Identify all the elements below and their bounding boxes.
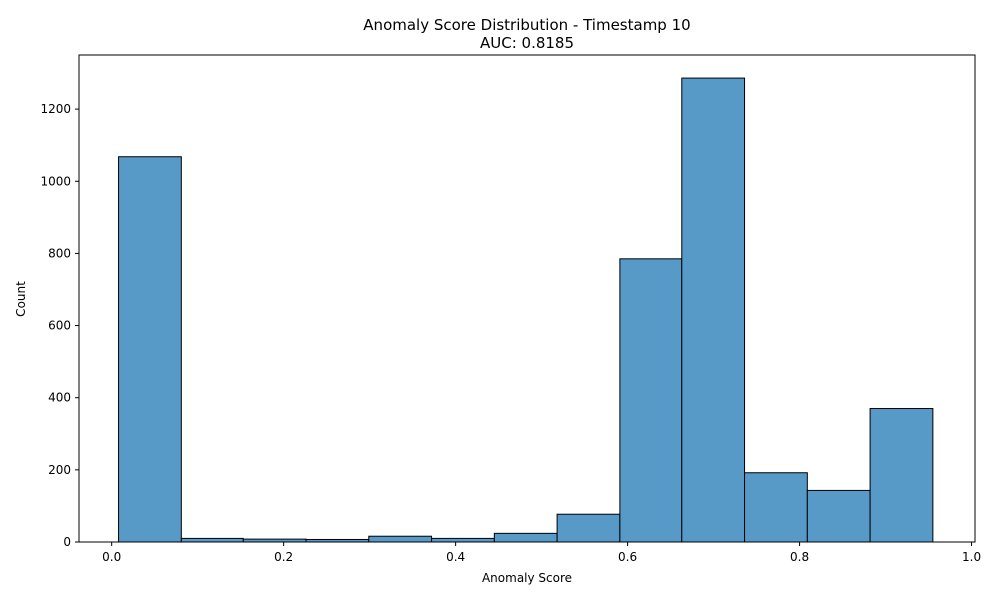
chart-subtitle: AUC: 0.8185 bbox=[480, 34, 574, 52]
x-axis-ticks: 0.0 0.2 0.4 0.6 0.8 1.0 bbox=[102, 542, 981, 564]
y-tick-label: 200 bbox=[48, 463, 71, 477]
y-tick-label: 800 bbox=[48, 246, 71, 260]
histogram-bar bbox=[869, 408, 934, 543]
histogram-bar bbox=[368, 535, 433, 543]
x-tick-label: 0.0 bbox=[102, 550, 121, 564]
y-axis-label: Count bbox=[14, 281, 28, 317]
x-tick-label: 0.4 bbox=[446, 550, 465, 564]
histogram-bar bbox=[556, 513, 621, 543]
histogram-bar bbox=[681, 77, 746, 543]
plot-frame bbox=[78, 54, 976, 543]
y-axis-ticks: 0 200 400 600 800 1000 1200 bbox=[40, 102, 79, 549]
histogram-bar bbox=[619, 258, 683, 543]
y-tick-label: 1200 bbox=[40, 102, 71, 116]
y-tick-label: 600 bbox=[48, 319, 71, 333]
x-tick-label: 1.0 bbox=[962, 550, 981, 564]
histogram-bar bbox=[118, 156, 182, 543]
x-tick-label: 0.8 bbox=[790, 550, 809, 564]
x-tick-label: 0.2 bbox=[274, 550, 293, 564]
x-axis-label: Anomaly Score bbox=[482, 571, 572, 585]
x-tick-label: 0.6 bbox=[618, 550, 637, 564]
chart-title: Anomaly Score Distribution - Timestamp 1… bbox=[363, 16, 690, 34]
histogram-bar bbox=[431, 537, 495, 543]
histogram-bar bbox=[493, 532, 558, 543]
histogram-bar bbox=[744, 472, 808, 543]
histogram-bars bbox=[118, 77, 934, 543]
histogram-bar bbox=[180, 537, 244, 543]
y-tick-label: 400 bbox=[48, 391, 71, 405]
histogram-bar bbox=[806, 489, 871, 543]
y-tick-label: 0 bbox=[63, 535, 71, 549]
y-tick-label: 1000 bbox=[40, 174, 71, 188]
